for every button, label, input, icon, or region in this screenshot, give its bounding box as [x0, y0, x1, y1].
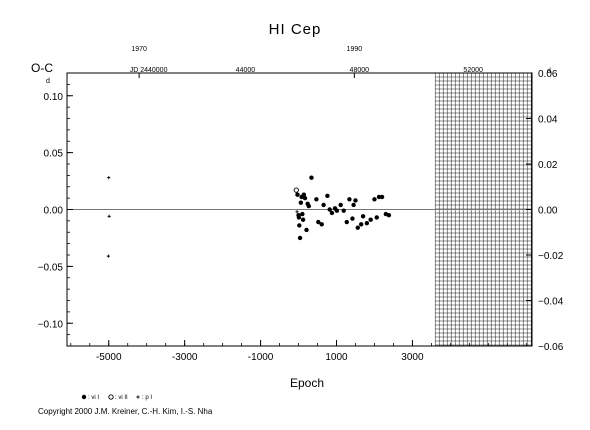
data-point: [106, 254, 110, 258]
legend-marker: [136, 395, 140, 399]
data-point: [325, 193, 330, 199]
right-y-tick-label: 0.00: [538, 206, 558, 217]
data-point: [296, 215, 302, 220]
data-point: [351, 202, 356, 208]
top-jd-label: 48000: [350, 67, 370, 74]
data-point: [321, 202, 326, 208]
data-point: [364, 220, 370, 226]
legend-marker: [81, 394, 87, 400]
legend-label: : vi II: [115, 395, 128, 401]
data-point: [327, 207, 332, 212]
copyright-notice: Copyright 2000 J.M. Kreiner, C.-H. Kim, …: [38, 407, 213, 416]
top-year-label: 1970: [131, 46, 147, 53]
data-series-1: [293, 187, 299, 193]
y-tick-label: −0.05: [38, 262, 64, 273]
data-point: [334, 208, 340, 213]
data-point: [302, 195, 308, 201]
x-tick-label: -5000: [96, 352, 122, 363]
data-point: [358, 222, 364, 227]
top-jd-label: JD 2440000: [130, 67, 168, 74]
data-series-0: [295, 175, 392, 241]
right-y-tick-label: −0.02: [538, 251, 564, 262]
right-y-tick-label: 0.02: [538, 160, 558, 171]
data-point: [347, 197, 352, 202]
data-point: [298, 200, 304, 205]
data-point: [309, 175, 314, 180]
right-y-tick-label: −0.04: [538, 297, 564, 308]
y-tick-label: 0.00: [44, 206, 64, 217]
data-point: [341, 208, 346, 213]
y-tick-label: −0.10: [38, 319, 64, 330]
data-point: [353, 198, 358, 203]
data-point: [107, 214, 111, 218]
data-point: [344, 219, 349, 225]
x-axis-label: Epoch: [290, 376, 324, 390]
data-point: [355, 225, 360, 230]
top-jd-label: 44000: [236, 67, 256, 74]
data-point: [319, 222, 324, 227]
data-point: [293, 187, 299, 193]
x-tick-label: 3000: [401, 352, 424, 363]
y-tick-label: 0.05: [44, 149, 64, 160]
top-jd-label: 52000: [463, 67, 483, 74]
top-year-label: 1990: [347, 46, 363, 53]
chart-legend: : vi I : vi II : p I: [81, 394, 152, 401]
data-point: [329, 210, 335, 216]
x-tick-label: -3000: [172, 352, 198, 363]
data-point: [107, 176, 111, 180]
y-axis-unit-right: d: [547, 68, 551, 75]
right-y-tick-label: −0.06: [538, 342, 564, 353]
data-point: [304, 227, 309, 233]
data-point: [297, 235, 303, 241]
data-point: [314, 197, 319, 202]
data-point: [372, 197, 377, 202]
data-point: [301, 192, 307, 197]
x-tick-label: 1000: [325, 352, 348, 363]
right-y-tick-label: 0.06: [538, 69, 558, 80]
data-point: [295, 192, 300, 197]
y-axis-label: O-C: [31, 61, 53, 75]
data-point: [300, 211, 305, 217]
data-point: [295, 210, 299, 214]
data-point: [368, 217, 373, 222]
data-point: [376, 194, 382, 200]
chart-title: HI Cep: [269, 21, 322, 38]
data-point: [360, 214, 366, 219]
data-series-2: [106, 176, 299, 258]
data-point: [386, 212, 392, 218]
legend-label: : vi I: [88, 395, 99, 401]
data-point: [338, 202, 343, 208]
x-tick-label: -1000: [248, 352, 274, 363]
data-point: [316, 219, 321, 225]
data-point: [306, 203, 311, 209]
y-axis-unit-left: d: [46, 78, 50, 85]
data-point: [374, 215, 379, 220]
legend-marker: [108, 394, 114, 400]
data-point: [379, 194, 385, 200]
legend-label: : p I: [142, 395, 152, 401]
data-point: [297, 223, 302, 228]
y-tick-label: 0.10: [44, 92, 64, 103]
data-point: [350, 216, 355, 221]
right-y-tick-label: 0.04: [538, 115, 558, 126]
data-point: [300, 217, 306, 222]
